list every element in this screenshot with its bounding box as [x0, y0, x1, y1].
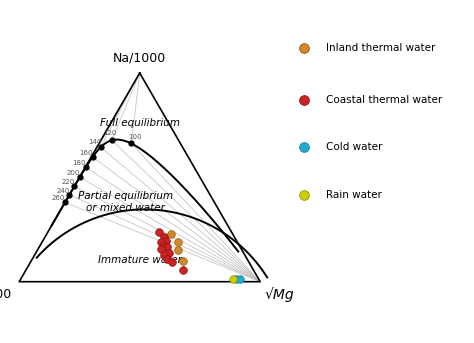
- Text: Full equilibrium: Full equilibrium: [100, 118, 180, 128]
- Text: K/100: K/100: [0, 288, 12, 301]
- Text: 240: 240: [56, 188, 69, 194]
- Text: 180: 180: [73, 160, 86, 166]
- Text: Inland thermal water: Inland thermal water: [326, 43, 436, 53]
- Text: 100: 100: [128, 133, 141, 140]
- Text: Na/1000: Na/1000: [113, 51, 166, 64]
- Text: Cold water: Cold water: [326, 142, 383, 152]
- Text: √Mg: √Mg: [265, 288, 295, 303]
- Text: Coastal thermal water: Coastal thermal water: [326, 95, 442, 105]
- Text: 260: 260: [52, 196, 65, 201]
- Text: Immature water: Immature water: [98, 255, 182, 265]
- Text: Rain water: Rain water: [326, 190, 382, 200]
- Text: 140: 140: [89, 139, 102, 145]
- Text: Partial equilibrium
or mixed water: Partial equilibrium or mixed water: [78, 191, 173, 213]
- Text: 200: 200: [66, 170, 80, 176]
- Text: 220: 220: [61, 179, 74, 186]
- Text: 160: 160: [80, 150, 93, 156]
- Text: 120: 120: [103, 130, 117, 136]
